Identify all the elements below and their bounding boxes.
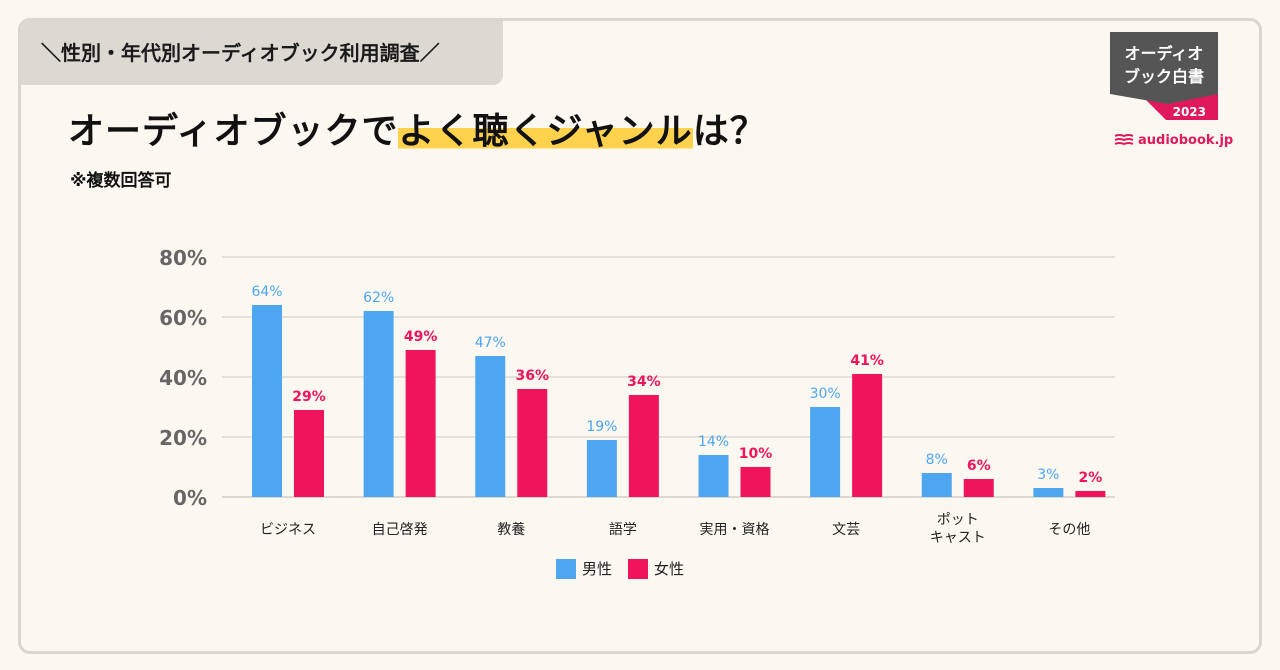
- chart-legend: 男性 女性: [556, 558, 684, 579]
- brand-name: audiobook.jp: [1138, 133, 1234, 148]
- title-highlight: よく聴くジャンル: [398, 111, 693, 152]
- title-post: は？: [692, 111, 767, 152]
- title-pre: オーディオブックで: [68, 111, 399, 152]
- y-tick-label: 20%: [159, 426, 207, 450]
- survey-tag: ＼性別・年代別オーディオブック利用調査／: [21, 21, 503, 85]
- data-label: 34%: [627, 374, 661, 390]
- x-tick-label: ポット: [937, 512, 979, 528]
- legend-female-swatch: [628, 558, 649, 579]
- page-title: オーディオブックでよく聴くジャンルは？: [68, 102, 767, 154]
- y-tick-label: 80%: [159, 246, 207, 270]
- legend-female-label: 女性: [654, 560, 685, 578]
- data-label: 19%: [586, 419, 617, 435]
- data-label: 36%: [515, 368, 549, 384]
- y-tick-label: 60%: [159, 306, 207, 330]
- data-label: 47%: [475, 335, 506, 351]
- data-label: 3%: [1037, 467, 1059, 483]
- data-label: 64%: [251, 284, 282, 300]
- x-tick-label: 実用・資格: [700, 522, 770, 538]
- x-tick-label: 教養: [497, 521, 525, 538]
- y-tick-label: 40%: [159, 366, 207, 390]
- bar-female: [294, 410, 324, 497]
- legend-male: 男性: [556, 558, 612, 579]
- bar-male: [363, 311, 394, 497]
- y-tick-label: 0%: [173, 486, 207, 510]
- book-icon: [1114, 133, 1134, 145]
- data-label: 10%: [739, 446, 773, 462]
- x-tick-label: その他: [1048, 522, 1090, 538]
- bar-male: [252, 305, 282, 497]
- data-label: 30%: [810, 386, 841, 402]
- brand-logo: audiobook.jp: [1114, 133, 1233, 148]
- legend-female: 女性: [628, 558, 684, 579]
- legend-male-swatch: [556, 558, 576, 579]
- bar-female: [1075, 491, 1106, 497]
- data-label: 41%: [850, 353, 884, 369]
- x-tick-label: 語学: [609, 522, 637, 538]
- badge-line1: オーディオ: [1125, 44, 1204, 63]
- bar-male: [1033, 488, 1064, 497]
- bar-female: [963, 479, 994, 497]
- x-tick-label: ビジネス: [260, 522, 316, 538]
- data-label: 29%: [292, 389, 326, 405]
- bar-female: [517, 389, 548, 497]
- data-label: 49%: [404, 329, 438, 345]
- x-tick-label: 自己啓発: [372, 522, 428, 538]
- legend-male-label: 男性: [582, 560, 613, 578]
- data-label: 62%: [363, 290, 394, 306]
- bar-female: [628, 395, 659, 497]
- data-label: 6%: [967, 458, 991, 474]
- whitepaper-badge: オーディオ ブック白書 2023: [1110, 32, 1218, 120]
- bar-male: [698, 455, 729, 497]
- bar-female: [405, 350, 436, 497]
- bar-male: [921, 473, 952, 497]
- badge-body: [1110, 32, 1218, 104]
- data-label: 8%: [926, 452, 948, 468]
- bar-male: [475, 356, 506, 497]
- bar-female: [852, 374, 883, 497]
- data-label: 14%: [698, 434, 729, 450]
- data-label: 2%: [1078, 470, 1102, 486]
- badge-line2: ブック白書: [1124, 67, 1204, 86]
- x-tick-label: キャスト: [930, 530, 986, 546]
- multiple-answer-note: ※複数回答可: [70, 171, 172, 191]
- x-tick-label: 文芸: [832, 522, 860, 538]
- bar-female: [740, 467, 771, 497]
- bar-male: [586, 440, 617, 497]
- badge-year: 2023: [1173, 105, 1206, 119]
- bar-male: [810, 407, 841, 497]
